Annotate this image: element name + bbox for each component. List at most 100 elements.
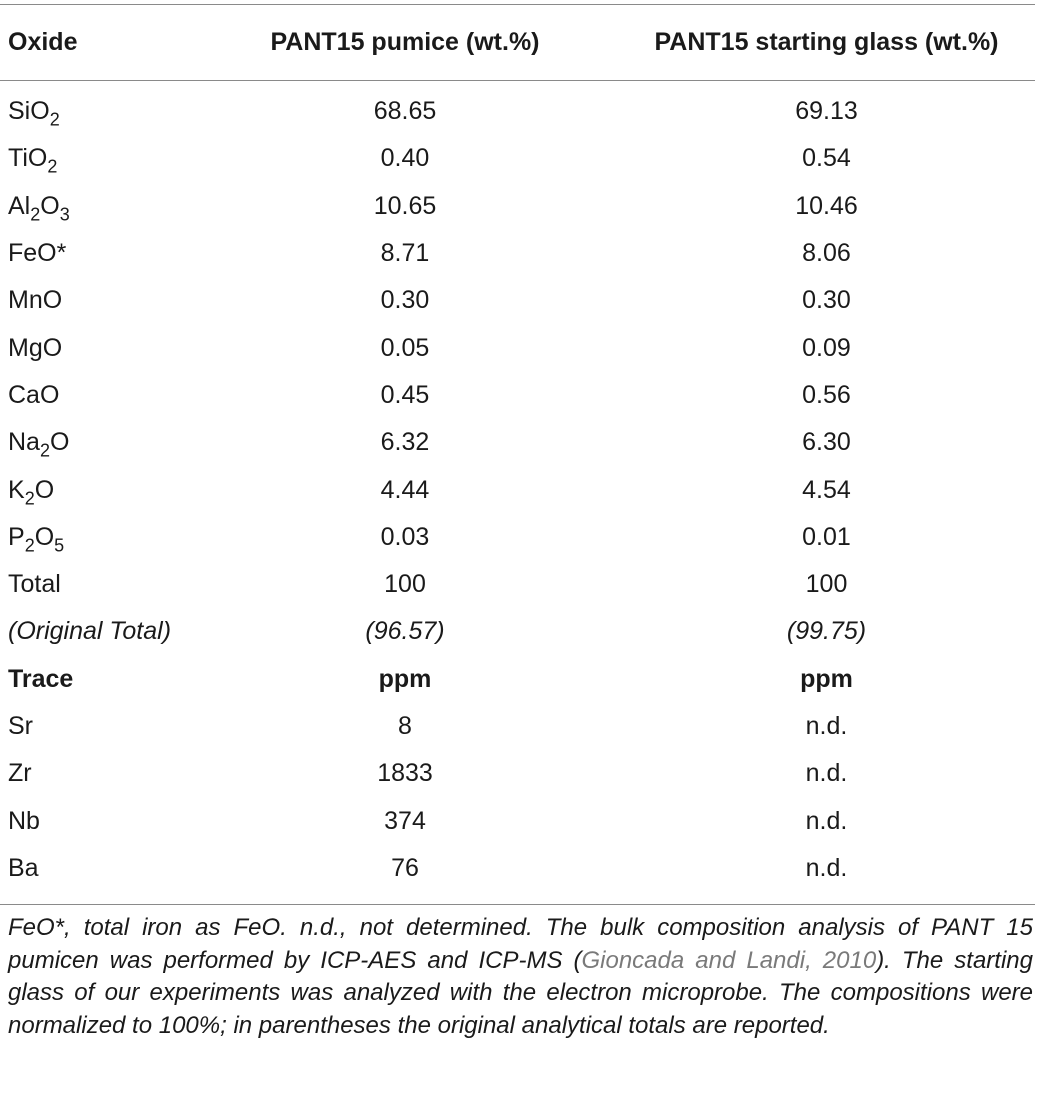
- total-row: Total 100 100: [0, 561, 1035, 608]
- table-row: Sr 8 n.d.: [0, 703, 1035, 750]
- table-row: K2O 4.44 4.54: [0, 466, 1035, 513]
- oxide-name: Al2O3: [0, 183, 192, 230]
- glass-value: 6.30: [802, 428, 851, 457]
- oxide-symbol: P: [8, 522, 25, 551]
- pumice-value: 0.03: [380, 522, 430, 551]
- table-row: FeO* 8.71 8.06: [0, 230, 1035, 277]
- glass-value: 0.30: [802, 286, 851, 315]
- oxide-subscript: 2: [49, 109, 60, 130]
- oxide-name: MnO: [0, 277, 192, 324]
- pumice-value: 68.65: [373, 97, 437, 126]
- row-label: Total: [8, 570, 61, 599]
- top-rule: [0, 4, 1035, 5]
- row-label: Trace: [8, 664, 74, 693]
- oxide-symbol-suffix: O: [49, 428, 70, 457]
- pumice-value: 1833: [377, 759, 433, 788]
- pumice-value: 100: [384, 570, 426, 599]
- header-rule: [0, 80, 1035, 81]
- pumice-value: (96.57): [365, 617, 445, 646]
- oxide-name: Na2O: [0, 419, 192, 466]
- table-row: MnO 0.30 0.30: [0, 277, 1035, 324]
- footnote-text-2: ). The starting glass of our experiments…: [8, 946, 1033, 1039]
- pumice-value: 0.40: [380, 144, 430, 173]
- pumice-value: 0.45: [380, 380, 430, 409]
- glass-value: 0.56: [802, 380, 851, 409]
- trace-element-name: Ba: [8, 853, 39, 882]
- oxide-subscript-2: 5: [54, 535, 65, 556]
- oxide-name: P2O5: [0, 514, 192, 561]
- table-row: CaO 0.45 0.56: [0, 372, 1035, 419]
- original-total-row: (Original Total) (96.57) (99.75): [0, 608, 1035, 655]
- pumice-value: 4.44: [380, 475, 430, 504]
- oxide-name: CaO: [0, 372, 192, 419]
- oxide-name: FeO*: [0, 230, 192, 277]
- oxide-symbol: FeO*: [8, 239, 67, 268]
- table-footnote: FeO*, total iron as FeO. n.d., not deter…: [8, 912, 1033, 1042]
- oxide-name: TiO2: [0, 135, 192, 182]
- oxide-symbol: MgO: [8, 333, 63, 362]
- table-row: SiO2 68.65 69.13: [0, 80, 1035, 135]
- footnote-text-1: FeO*, total iron as FeO. n.d., not deter…: [8, 914, 1033, 974]
- header-pumice: PANT15 pumice (wt.%): [270, 27, 540, 56]
- glass-value: n.d.: [805, 759, 848, 788]
- glass-value: 0.01: [802, 522, 851, 551]
- oxide-symbol: CaO: [8, 380, 60, 409]
- oxide-symbol-suffix: O: [40, 191, 60, 220]
- trace-header-row: Trace ppm ppm: [0, 656, 1035, 703]
- oxide-subscript: 2: [30, 204, 41, 225]
- oxide-symbol: Al: [8, 191, 31, 220]
- oxide-subscript: 2: [39, 440, 50, 461]
- glass-value: 0.54: [802, 144, 851, 173]
- pumice-value: 8: [398, 712, 412, 740]
- glass-value: 10.46: [795, 191, 858, 220]
- table-body: SiO2 68.65 69.13 TiO2 0.40 0.54 Al2O3 10.65 10.4…: [0, 80, 1035, 892]
- oxide-symbol-suffix: O: [34, 475, 55, 504]
- glass-value: n.d.: [805, 712, 848, 740]
- trace-element-name: Sr: [8, 712, 33, 740]
- bottom-rule: [0, 904, 1035, 905]
- glass-value: 4.54: [802, 475, 851, 504]
- table-row: Nb 374 n.d.: [0, 797, 1035, 844]
- oxide-subscript: 2: [47, 156, 58, 177]
- oxide-subscript-2: 3: [59, 204, 70, 225]
- table-row: Al2O3 10.65 10.46: [0, 183, 1035, 230]
- header-row: Oxide PANT15 pumice (wt.%) PANT15 starti…: [0, 4, 1035, 80]
- header-oxide: Oxide: [8, 27, 78, 56]
- pumice-value: 76: [391, 853, 419, 882]
- oxide-subscript: 2: [24, 535, 35, 556]
- oxide-name: MgO: [0, 324, 192, 371]
- pumice-value: 0.30: [380, 286, 430, 315]
- oxide-symbol-suffix: O: [34, 522, 55, 551]
- table-row: TiO2 0.40 0.54: [0, 135, 1035, 182]
- oxide-name: K2O: [0, 466, 192, 513]
- pumice-value: 8.71: [380, 239, 430, 268]
- glass-value: 69.13: [795, 97, 858, 126]
- glass-value: 0.09: [802, 333, 851, 362]
- oxide-symbol: K: [8, 475, 25, 504]
- table-row: P2O5 0.03 0.01: [0, 514, 1035, 561]
- oxide-symbol: SiO: [8, 97, 50, 126]
- oxide-symbol: Na: [8, 428, 40, 457]
- table-row: Na2O 6.32 6.30: [0, 419, 1035, 466]
- table-row: Zr 1833 n.d.: [0, 750, 1035, 797]
- table-row: MgO 0.05 0.09: [0, 324, 1035, 371]
- pumice-value: 374: [384, 806, 426, 835]
- pumice-value: ppm: [378, 664, 432, 693]
- table-row: Ba 76 n.d.: [0, 845, 1035, 892]
- pumice-value: 0.05: [380, 333, 430, 362]
- glass-value: 8.06: [802, 239, 851, 268]
- trace-element-name: Nb: [8, 806, 40, 835]
- glass-value: 100: [805, 570, 848, 599]
- header-starting-glass: PANT15 starting glass (wt.%): [654, 27, 999, 56]
- row-label: (Original Total): [8, 617, 172, 646]
- glass-value: ppm: [800, 664, 853, 693]
- composition-table: Oxide PANT15 pumice (wt.%) PANT15 starti…: [0, 4, 1035, 892]
- pumice-value: 6.32: [380, 428, 430, 457]
- glass-value: n.d.: [805, 806, 848, 835]
- oxide-symbol: MnO: [8, 286, 63, 315]
- glass-value: n.d.: [805, 853, 848, 882]
- oxide-symbol: TiO: [8, 144, 48, 173]
- footnote-citation-link[interactable]: Gioncada and Landi, 2010: [581, 946, 877, 974]
- glass-value: (99.75): [786, 617, 867, 646]
